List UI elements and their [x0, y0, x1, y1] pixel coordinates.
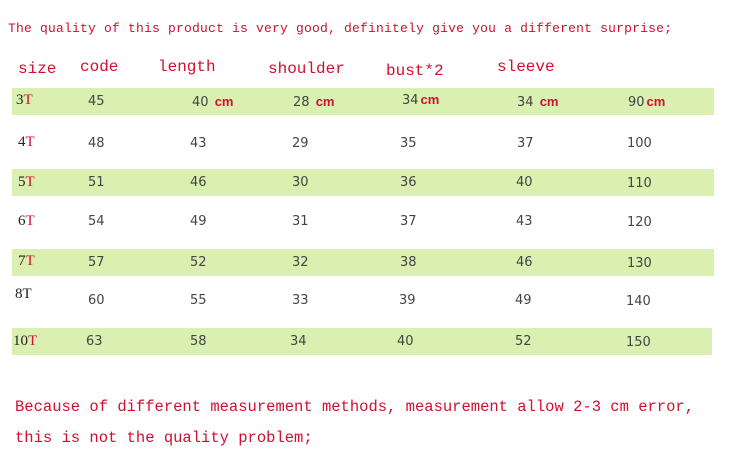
code-cell: 48 [88, 136, 105, 151]
table-row: 8T 60 55 33 39 49 140 [0, 284, 750, 312]
code-cell: 45 [88, 94, 105, 109]
header-shoulder: shoulder [268, 60, 345, 78]
header-sleeve: sleeve [497, 58, 555, 76]
sleeve-cell: 43 [516, 214, 533, 229]
sleeve-cell: 40 [516, 175, 533, 190]
sleeve-cell: 52 [515, 334, 532, 349]
sleeve-cell: 34 cm [517, 94, 559, 110]
shoulder-cell: 31 [292, 214, 309, 229]
size-cell: 8T [15, 286, 32, 302]
table-row: 7T 57 52 32 38 46 130 [0, 249, 750, 277]
table-row: 10T 63 58 34 40 52 150 [0, 328, 750, 356]
row-band [12, 169, 714, 196]
height-cell: 90 cm [628, 94, 666, 110]
header-length: length [158, 58, 216, 76]
height-cell: 110 [627, 176, 652, 191]
row-band [12, 328, 712, 355]
unit-label: cm [646, 94, 666, 109]
size-cell: 5T [18, 174, 35, 190]
bust-cell: 40 [397, 334, 414, 349]
size-cell: 6T [18, 213, 35, 229]
length-cell: 40 cm [192, 94, 234, 110]
shoulder-cell: 28 cm [293, 94, 335, 110]
header-code: code [80, 58, 119, 76]
length-cell: 58 [190, 334, 207, 349]
size-cell: 10T [13, 333, 38, 349]
header-bust: bust*2 [386, 62, 444, 80]
unit-label: cm [539, 94, 559, 109]
measurement-note-line2: this is not the quality problem; [15, 429, 313, 447]
unit-label: cm [420, 92, 440, 107]
sleeve-cell: 49 [515, 293, 532, 308]
length-cell: 52 [190, 255, 207, 270]
row-band [12, 88, 714, 115]
length-cell: 49 [190, 214, 207, 229]
code-cell: 63 [86, 334, 103, 349]
height-cell: 140 [626, 294, 651, 309]
sleeve-cell: 37 [517, 136, 534, 151]
bust-cell: 34 cm [402, 92, 440, 108]
bust-cell: 35 [400, 136, 417, 151]
bust-cell: 39 [399, 293, 416, 308]
length-cell: 46 [190, 175, 207, 190]
code-cell: 54 [88, 214, 105, 229]
table-row: 4T 48 43 29 35 37 100 [0, 130, 750, 158]
code-cell: 60 [88, 293, 105, 308]
shoulder-cell: 34 [290, 334, 307, 349]
measurement-note-line1: Because of different measurement methods… [15, 398, 695, 416]
height-cell: 130 [627, 256, 652, 271]
bust-cell: 36 [400, 175, 417, 190]
size-cell: 7T [18, 253, 35, 269]
size-cell: 4T [18, 134, 35, 150]
quality-note: The quality of this product is very good… [8, 21, 673, 36]
code-cell: 51 [88, 175, 105, 190]
height-cell: 100 [627, 136, 652, 151]
size-cell: 3T [16, 92, 33, 108]
height-cell: 150 [626, 335, 651, 350]
unit-label: cm [214, 94, 234, 109]
shoulder-cell: 33 [292, 293, 309, 308]
height-cell: 120 [627, 215, 652, 230]
unit-label: cm [315, 94, 335, 109]
bust-cell: 37 [400, 214, 417, 229]
length-cell: 43 [190, 136, 207, 151]
shoulder-cell: 29 [292, 136, 309, 151]
table-row: 3T 45 40 cm 28 cm 34 cm 34 cm 90 cm [0, 88, 750, 116]
bust-cell: 38 [400, 255, 417, 270]
table-row: 6T 54 49 31 37 43 120 [0, 208, 750, 236]
shoulder-cell: 32 [292, 255, 309, 270]
length-cell: 55 [190, 293, 207, 308]
code-cell: 57 [88, 255, 105, 270]
table-header: size code length shoulder bust*2 sleeve [0, 56, 750, 82]
table-row: 5T 51 46 30 36 40 110 [0, 169, 750, 197]
header-size: size [18, 60, 57, 78]
sleeve-cell: 46 [516, 255, 533, 270]
shoulder-cell: 30 [292, 175, 309, 190]
row-band [12, 249, 714, 276]
